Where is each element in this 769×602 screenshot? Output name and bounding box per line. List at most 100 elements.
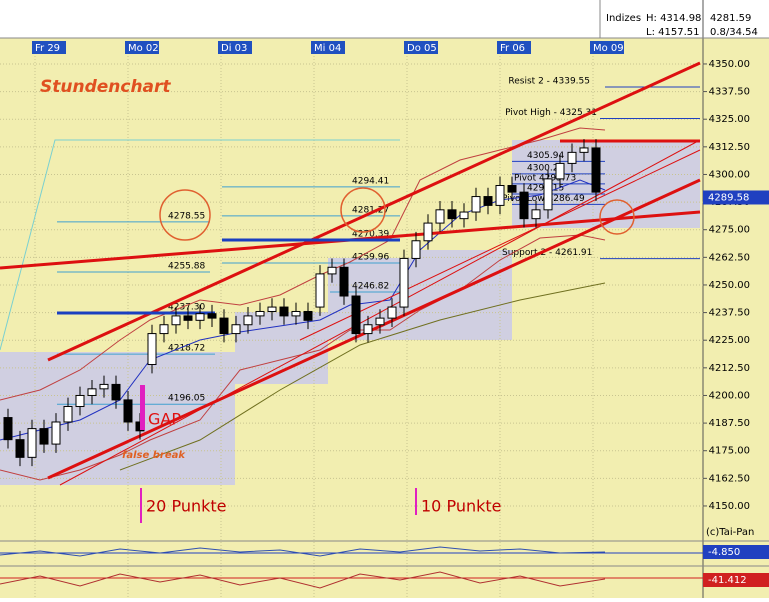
gap-label: GAP (148, 410, 181, 429)
indicator-tag (703, 545, 769, 559)
header-low: L: 4157.51 (646, 27, 699, 38)
y-tick-label: 4225.00 (709, 335, 750, 346)
level-label: 4237.30 (168, 303, 205, 313)
y-tick-label: 4337.50 (709, 87, 750, 98)
day-tag (404, 41, 438, 54)
day-label: Fr 29 (35, 43, 60, 54)
level-label: 4294.41 (352, 176, 389, 186)
level-label: Pivot High - 4325.31 (505, 108, 597, 118)
candle-body (75, 394, 85, 408)
candle-body (39, 428, 49, 445)
indicator-value: -4.850 (708, 547, 740, 558)
candle-body (303, 310, 313, 321)
candle-body (111, 383, 121, 401)
chart-title: Stundenchart (40, 77, 171, 97)
highlight-circle (159, 189, 211, 241)
day-tag (218, 41, 252, 54)
y-tick-label: 4150.00 (709, 501, 750, 512)
candle-body (459, 211, 469, 220)
day-label: Mo 02 (128, 43, 159, 54)
header-high: H: 4314.98 (646, 13, 701, 24)
candle-body (471, 196, 481, 213)
y-tick-label: 4312.50 (709, 142, 750, 153)
cyan-line (0, 139, 400, 351)
candle-body (15, 439, 25, 458)
indicator-line (0, 571, 606, 589)
level-label: 4305.94 (527, 151, 564, 161)
y-tick-label: 4250.00 (709, 280, 750, 291)
moving-average (0, 179, 606, 441)
y-tick-label: 4187.50 (709, 418, 750, 429)
y-tick-label: 4212.50 (709, 363, 750, 374)
level-label: Resist 2 - 4339.55 (508, 77, 590, 87)
level-label: 4255.88 (168, 261, 205, 271)
candle-body (159, 324, 169, 335)
y-tick-label: 4275.00 (709, 225, 750, 236)
day-tag (311, 41, 345, 54)
y-tick-label: 4350.00 (709, 59, 750, 70)
candle-body (495, 185, 505, 206)
level-label: 4281.27 (352, 205, 389, 215)
candle-body (243, 315, 253, 326)
candle-body (315, 273, 325, 308)
last-price: 4289.58 (708, 192, 749, 203)
candle-body (483, 196, 493, 206)
trendline (47, 61, 701, 362)
day-label: Mo 09 (593, 43, 624, 54)
day-tag (32, 41, 66, 54)
y-tick-label: 4325.00 (709, 114, 750, 125)
candle-body (579, 147, 589, 153)
candle-body (507, 185, 517, 193)
y-tick-label: 4200.00 (709, 390, 750, 401)
candle-body (375, 317, 385, 326)
range-box (420, 250, 512, 340)
day-label: Mi 04 (314, 43, 341, 54)
candle-body (291, 310, 301, 317)
trendline (47, 178, 701, 480)
points-label: 10 Punkte (421, 497, 501, 516)
level-label: 4300.27 (527, 163, 564, 173)
level-label: 4218.72 (168, 344, 205, 354)
highlight-circle (599, 199, 635, 235)
indicator-line (0, 546, 606, 557)
level-label: 4278.55 (168, 211, 205, 221)
candle-body (63, 406, 73, 423)
indicator-tag (703, 573, 769, 587)
candle-body (255, 310, 265, 317)
level-label: 4246.82 (352, 281, 389, 291)
y-tick-label: 4262.50 (709, 252, 750, 263)
y-tick-label: 4300.00 (709, 169, 750, 180)
candle-body (183, 315, 193, 321)
header-change: 0.8/34.54 (710, 27, 758, 38)
trendline-thin (299, 149, 701, 341)
header-market: Indizes (606, 13, 641, 24)
candles (3, 139, 601, 467)
gap-marker (140, 385, 145, 430)
y-tick-label: 4162.50 (709, 473, 750, 484)
highlight-circle (340, 187, 386, 233)
candle-body (399, 257, 409, 308)
candle-body (555, 162, 565, 180)
candle-body (387, 306, 397, 319)
day-tag (125, 41, 159, 54)
candle-body (99, 383, 109, 390)
candle-body (519, 191, 529, 220)
candle-body (447, 209, 457, 220)
candle-body (351, 295, 361, 335)
candle-body (207, 313, 217, 319)
header-last: 4281.59 (710, 13, 751, 24)
candle-body (123, 399, 133, 423)
candle-body (267, 306, 277, 312)
y-tick-label: 4237.50 (709, 308, 750, 319)
y-tick-label: 4175.00 (709, 446, 750, 457)
candle-body (567, 151, 577, 164)
range-box (0, 352, 235, 485)
moving-average-long (119, 282, 606, 471)
candle-body (411, 240, 421, 259)
candle-body (219, 317, 229, 335)
candle-body (3, 417, 13, 441)
candle-body (231, 324, 241, 335)
day-tag (590, 41, 624, 54)
candle-body (87, 388, 97, 396)
level-label: 4259.96 (352, 252, 389, 262)
